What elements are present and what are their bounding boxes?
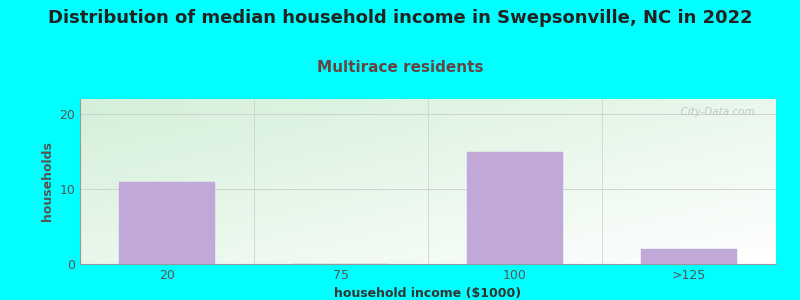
Bar xyxy=(641,249,737,264)
Y-axis label: households: households xyxy=(41,142,54,221)
Text: Distribution of median household income in Swepsonville, NC in 2022: Distribution of median household income … xyxy=(48,9,752,27)
Text: Multirace residents: Multirace residents xyxy=(317,60,483,75)
X-axis label: household income ($1000): household income ($1000) xyxy=(334,287,522,300)
Bar xyxy=(467,152,563,264)
Bar xyxy=(119,182,215,264)
Text: City-Data.com: City-Data.com xyxy=(674,107,755,117)
